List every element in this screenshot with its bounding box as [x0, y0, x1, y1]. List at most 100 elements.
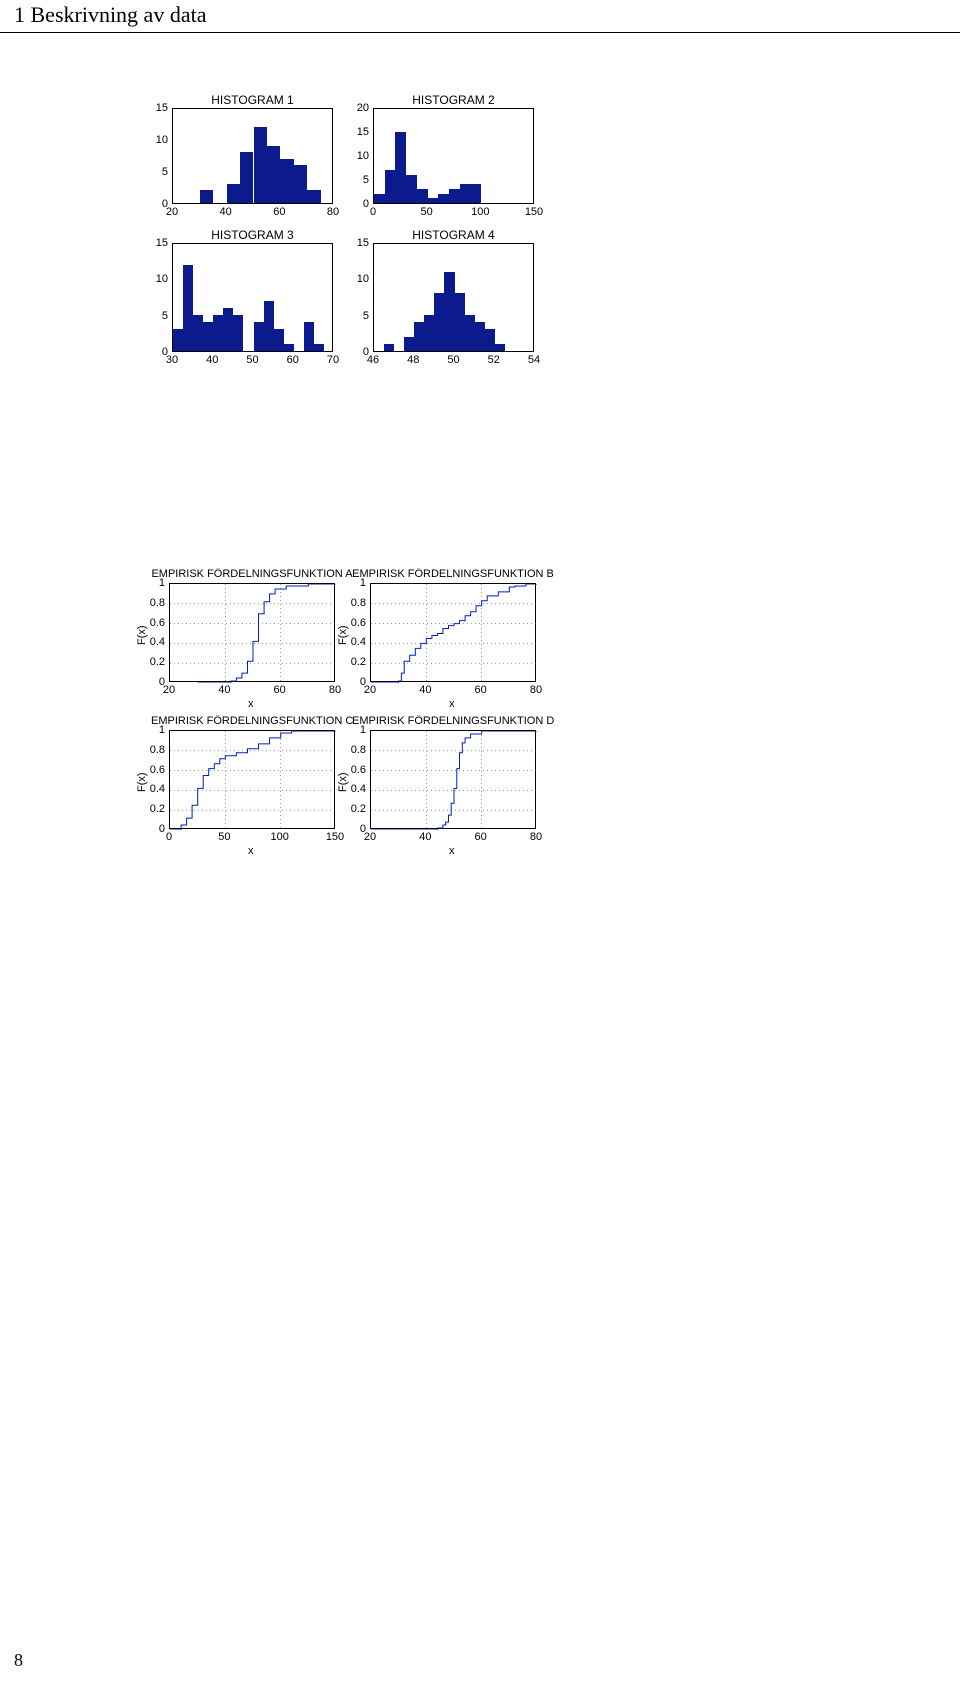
- ytick: 5: [142, 166, 168, 178]
- ytick: 15: [142, 237, 168, 249]
- hist-bar: [233, 315, 243, 351]
- xlabel: x: [449, 698, 455, 710]
- ytick: 0.8: [340, 597, 366, 609]
- hist-bar: [223, 308, 233, 351]
- xtick: 50: [243, 354, 263, 366]
- xlabel: x: [248, 845, 254, 857]
- hist-bar: [183, 265, 193, 351]
- hist-bar: [240, 152, 253, 203]
- xtick: 100: [268, 831, 292, 843]
- hist-bar: [254, 127, 267, 203]
- xtick: 80: [524, 831, 548, 843]
- xlabel: x: [449, 845, 455, 857]
- hist-bar: [414, 322, 424, 351]
- ytick: 15: [343, 237, 369, 249]
- ecdf-line: [371, 731, 537, 830]
- xtick: 40: [212, 684, 236, 696]
- xtick: 50: [417, 206, 437, 218]
- ytick: 0.2: [139, 656, 165, 668]
- ecdf-line: [198, 584, 336, 683]
- hist-bar: [227, 184, 240, 203]
- xtick: 0: [157, 831, 181, 843]
- axes: [169, 730, 335, 829]
- xtick: 70: [323, 354, 343, 366]
- ytick: 0.8: [139, 597, 165, 609]
- xtick: 0: [363, 206, 383, 218]
- ytick: 0.8: [340, 744, 366, 756]
- hist-bar: [307, 190, 320, 203]
- xtick: 60: [283, 354, 303, 366]
- hist-bar: [404, 337, 414, 351]
- chart-title: EMPIRISK FÖRDELNINGSFUNKTION C: [151, 715, 353, 727]
- xtick: 40: [413, 684, 437, 696]
- ecdf-panel-eA: EMPIRISK FÖRDELNINGSFUNKTION A00.20.40.6…: [169, 583, 335, 682]
- ecdf-line: [170, 731, 336, 830]
- ytick: 1: [139, 577, 165, 589]
- axes: [370, 730, 536, 829]
- ytick: 5: [343, 310, 369, 322]
- xtick: 48: [403, 354, 423, 366]
- hist-bar: [385, 170, 396, 203]
- hist-bar: [200, 190, 213, 203]
- hist-bar: [267, 146, 280, 203]
- xlabel: x: [248, 698, 254, 710]
- xtick: 80: [524, 684, 548, 696]
- hist-bar: [460, 184, 471, 203]
- xtick: 52: [484, 354, 504, 366]
- xtick: 54: [524, 354, 544, 366]
- xtick: 80: [323, 206, 343, 218]
- hist-bar: [264, 301, 274, 351]
- chart-title: EMPIRISK FÖRDELNINGSFUNKTION B: [352, 568, 554, 580]
- chart-title: HISTOGRAM 4: [373, 228, 534, 242]
- section-header: 1 Beskrivning av data: [0, 0, 960, 33]
- xtick: 30: [162, 354, 182, 366]
- hist-bar: [485, 329, 495, 351]
- ylabel: F(x): [136, 625, 148, 645]
- hist-bar: [495, 344, 505, 351]
- hist-bar: [417, 189, 428, 203]
- ytick: 10: [343, 273, 369, 285]
- hist-bar: [444, 272, 454, 351]
- histogram-panel-h3: HISTOGRAM 30510153040506070: [172, 243, 333, 352]
- ytick: 5: [142, 310, 168, 322]
- hist-bar: [284, 344, 294, 351]
- hist-bar: [374, 194, 385, 204]
- xtick: 60: [268, 684, 292, 696]
- hist-bar: [395, 132, 406, 203]
- hist-bar: [213, 315, 223, 351]
- chart-title: HISTOGRAM 1: [172, 93, 333, 107]
- xtick: 40: [216, 206, 236, 218]
- hist-bar: [434, 293, 444, 351]
- axes: [172, 108, 333, 204]
- ytick: 1: [340, 577, 366, 589]
- xtick: 40: [413, 831, 437, 843]
- ecdf-line: [371, 584, 537, 683]
- ecdf-svg: [170, 731, 336, 830]
- hist-bar: [280, 159, 293, 203]
- ecdf-svg: [371, 731, 537, 830]
- axes: [373, 108, 534, 204]
- chart-title: HISTOGRAM 3: [172, 228, 333, 242]
- ytick: 15: [343, 126, 369, 138]
- axes: [370, 583, 536, 682]
- ylabel: F(x): [136, 772, 148, 792]
- xtick: 20: [162, 206, 182, 218]
- ytick: 0.2: [340, 656, 366, 668]
- xtick: 40: [202, 354, 222, 366]
- xtick: 60: [469, 831, 493, 843]
- hist-bar: [254, 322, 264, 351]
- ytick: 5: [343, 174, 369, 186]
- xtick: 20: [358, 684, 382, 696]
- axes: [172, 243, 333, 352]
- xtick: 150: [524, 206, 544, 218]
- ecdf-svg: [170, 584, 336, 683]
- histogram-panel-h1: HISTOGRAM 105101520406080: [172, 108, 333, 204]
- histogram-panel-h2: HISTOGRAM 205101520050100150: [373, 108, 534, 204]
- hist-bar: [455, 293, 465, 351]
- ytick: 10: [142, 134, 168, 146]
- hist-bar: [438, 194, 449, 204]
- ecdf-panel-eC: EMPIRISK FÖRDELNINGSFUNKTION C00.20.40.6…: [169, 730, 335, 829]
- hist-bar: [424, 315, 434, 351]
- ytick: 15: [142, 102, 168, 114]
- hist-bar: [173, 329, 183, 351]
